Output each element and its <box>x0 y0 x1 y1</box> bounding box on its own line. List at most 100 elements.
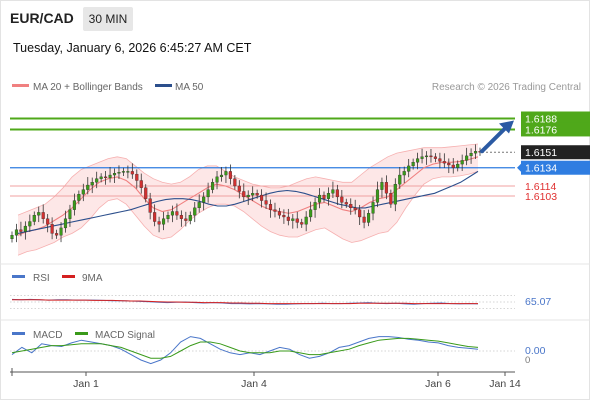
candle-body <box>184 218 188 221</box>
candle-body <box>317 194 322 203</box>
price-label-bg <box>521 122 590 137</box>
candle-body <box>255 193 259 196</box>
candle-body <box>411 162 415 167</box>
candle-body <box>55 233 59 236</box>
timeframe-button[interactable]: 30 MIN <box>83 7 133 31</box>
candle-body <box>313 202 317 210</box>
ma20-legend-label: MA 20 + Bollinger Bands <box>33 82 143 93</box>
rsi-legend: RSI 9MA <box>12 273 103 284</box>
x-axis: Jan 1 Jan 4 Jan 6 Jan 14 <box>11 368 521 390</box>
candle-body <box>10 235 14 240</box>
candle-body <box>46 218 50 225</box>
ma50-legend-label: MA 50 <box>175 82 204 93</box>
macd-signal-legend-label: MACD Signal <box>95 330 155 341</box>
candle-body <box>469 152 473 157</box>
candle-body <box>161 218 166 225</box>
candle-body <box>228 171 232 179</box>
candle-body <box>473 151 478 154</box>
macd-legend: MACD MACD Signal <box>12 330 155 341</box>
candle-body <box>322 194 326 199</box>
candle-body <box>72 200 76 210</box>
candle-body <box>237 185 241 192</box>
candle-body <box>335 189 339 198</box>
candle-body <box>188 214 192 221</box>
candle-body <box>215 176 219 183</box>
candle-body <box>367 213 371 223</box>
price-legend: MA 20 + Bollinger Bands MA 50 <box>12 82 204 93</box>
candle-body <box>135 173 139 181</box>
forecast-arrow-head <box>499 120 514 134</box>
candle-body <box>326 193 331 199</box>
candle-body <box>19 229 23 232</box>
macd-legend-label: MACD <box>33 330 62 341</box>
price-label-bg <box>521 111 590 126</box>
candle-body <box>451 164 455 168</box>
candle-body <box>371 202 375 214</box>
candle-body <box>300 222 304 225</box>
candle-body <box>349 204 353 209</box>
candle-body <box>90 182 94 186</box>
candle-body <box>251 193 255 196</box>
candle-body <box>224 171 228 176</box>
x-tick-label: Jan 1 <box>73 378 99 390</box>
forecast-arrow <box>480 120 514 154</box>
candle-body <box>309 209 313 218</box>
candle-body <box>121 171 125 173</box>
candle-body <box>353 207 357 210</box>
candle-body <box>211 182 215 190</box>
candle-body <box>389 193 393 205</box>
candle-body <box>402 171 406 176</box>
rsi-legend-swatch <box>12 275 25 278</box>
candle-body <box>442 161 446 164</box>
macd-signal-line <box>11 337 479 359</box>
forecast-arrow-shaft <box>480 125 508 154</box>
candle-body <box>148 198 152 213</box>
price-label-current: 1.6151 <box>525 147 557 159</box>
candle-body <box>380 182 384 190</box>
candle-body <box>112 173 117 176</box>
ma20-legend-swatch <box>12 84 29 87</box>
candle-body <box>41 212 45 219</box>
candle-body <box>28 221 32 227</box>
candle-body <box>331 189 335 194</box>
candle-body <box>416 158 420 163</box>
candle-body <box>460 160 464 165</box>
macd-legend-swatch <box>12 332 25 335</box>
candle-body <box>233 178 237 187</box>
candle-body <box>393 183 397 205</box>
candle-body <box>179 214 183 219</box>
rsi-value-label: 65.07 <box>525 296 551 308</box>
candle-body <box>108 174 112 178</box>
candle-body <box>465 155 469 161</box>
candle-body <box>282 214 286 218</box>
price-label-pivot: 1.6134 <box>525 163 557 175</box>
candle-body <box>104 176 108 179</box>
candle-body <box>37 212 41 216</box>
rsi-panel: 65.07 <box>10 295 551 309</box>
candle-body <box>219 174 224 178</box>
candle-body <box>273 209 277 212</box>
candle-body <box>246 194 250 198</box>
candle-body <box>175 211 179 216</box>
candlesticks <box>10 144 482 243</box>
candle-body <box>50 224 54 234</box>
candle-body <box>429 155 433 158</box>
macd-value-label: 0.00 <box>525 345 546 357</box>
x-tick-label: Jan 4 <box>241 378 267 390</box>
candle-body <box>193 207 197 216</box>
candle-body <box>14 229 19 236</box>
candle-body <box>63 218 68 229</box>
chart-datetime: Tuesday, January 6, 2026 6:45:27 AM CET <box>13 41 252 55</box>
candle-body <box>86 184 90 190</box>
candle-body <box>456 163 460 168</box>
price-label-target: 1.6176 <box>525 124 557 136</box>
candle-body <box>77 194 81 201</box>
candle-body <box>202 196 206 203</box>
candle-body <box>59 227 63 236</box>
candle-body <box>242 191 246 198</box>
candle-body <box>32 214 36 222</box>
candle-body <box>344 202 348 205</box>
candle-body <box>81 189 85 195</box>
ma9-legend-swatch <box>62 275 75 278</box>
